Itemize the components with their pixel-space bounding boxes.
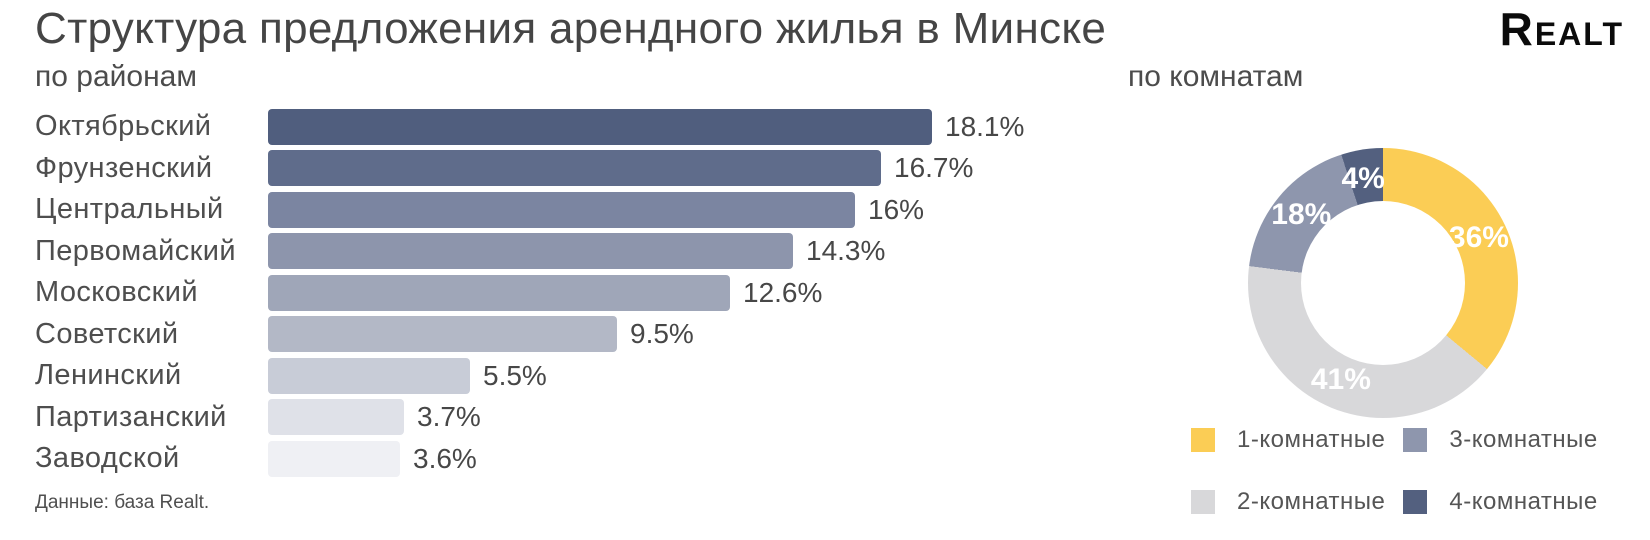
- legend-swatch: [1191, 428, 1215, 452]
- rooms-chart-subtitle: по комнатам: [1128, 60, 1304, 93]
- donut-hole: [1301, 201, 1465, 365]
- district-bar: [268, 191, 855, 228]
- district-value: 16%: [868, 193, 925, 225]
- legend-label: 1-комнатные: [1237, 426, 1386, 453]
- donut-slice-label: 36%: [1448, 220, 1509, 254]
- legend-item: 2-комнатные: [1191, 488, 1385, 516]
- bar-row: Московский 12.6%: [35, 272, 1024, 314]
- district-bar: [268, 233, 793, 270]
- district-value: 12.6%: [743, 276, 823, 308]
- district-value: 14.3%: [806, 235, 886, 267]
- bar-row: Центральный 16%: [35, 189, 1024, 231]
- district-label: Советский: [35, 317, 179, 350]
- district-label: Первомайский: [35, 234, 236, 267]
- districts-bar-chart: Октябрьский 18.1% Фрунзенский 16.7% Централь…: [35, 106, 1024, 480]
- bar-row: Ленинский 5.5%: [35, 355, 1024, 397]
- district-bar: [268, 316, 617, 353]
- district-label: Ленинский: [35, 359, 182, 392]
- legend-item: 1-комнатные: [1191, 426, 1385, 454]
- districts-chart-subtitle: по районам: [35, 60, 197, 93]
- bar-row: Заводской 3.6%: [35, 438, 1024, 480]
- bar-row: Фрунзенский 16.7%: [35, 148, 1024, 190]
- district-label: Центральный: [35, 193, 224, 226]
- legend-swatch: [1403, 490, 1428, 514]
- realt-logo: Realt: [1499, 3, 1624, 55]
- donut-slice-label: 4%: [1341, 161, 1385, 195]
- legend-swatch: [1403, 428, 1428, 452]
- district-value: 5.5%: [483, 359, 547, 391]
- district-bar: [268, 440, 400, 477]
- district-label: Октябрьский: [35, 110, 212, 143]
- district-label: Фрунзенский: [35, 151, 213, 184]
- donut-slice-label: 41%: [1310, 363, 1371, 397]
- bar-row: Советский 9.5%: [35, 314, 1024, 356]
- bar-row: Партизанский 3.7%: [35, 397, 1024, 439]
- district-label: Партизанский: [35, 400, 227, 433]
- district-value: 16.7%: [894, 152, 974, 184]
- rooms-legend: 1-комнатные 2-комнатные 3-комнатные 4-комна…: [1191, 426, 1598, 516]
- bar-row: Октябрьский 18.1%: [35, 106, 1024, 148]
- district-value: 9.5%: [630, 318, 694, 350]
- legend-swatch: [1191, 490, 1215, 514]
- district-bar: [268, 150, 881, 187]
- district-label: Московский: [35, 276, 198, 309]
- district-bar: [268, 357, 470, 394]
- district-value: 3.6%: [413, 442, 477, 474]
- donut-slice-label: 18%: [1271, 198, 1332, 232]
- legend-label: 2-комнатные: [1237, 488, 1386, 515]
- legend-item: 4-комнатные: [1403, 488, 1597, 516]
- district-value: 3.7%: [417, 401, 481, 433]
- district-value: 18.1%: [945, 110, 1025, 142]
- data-source-note: Данные: база Realt.: [35, 492, 210, 513]
- bar-row: Первомайский 14.3%: [35, 231, 1024, 273]
- district-bar: [268, 399, 404, 436]
- legend-item: 3-комнатные: [1403, 426, 1597, 454]
- legend-label: 4-комнатные: [1449, 488, 1598, 515]
- district-bar: [268, 274, 730, 311]
- legend-label: 3-комнатные: [1449, 426, 1598, 453]
- page-title: Структура предложения арендного жилья в …: [35, 4, 1107, 53]
- district-label: Заводской: [35, 442, 180, 475]
- rooms-donut: 36% 41% 18% 4%: [1248, 148, 1518, 418]
- district-bar: [268, 108, 932, 145]
